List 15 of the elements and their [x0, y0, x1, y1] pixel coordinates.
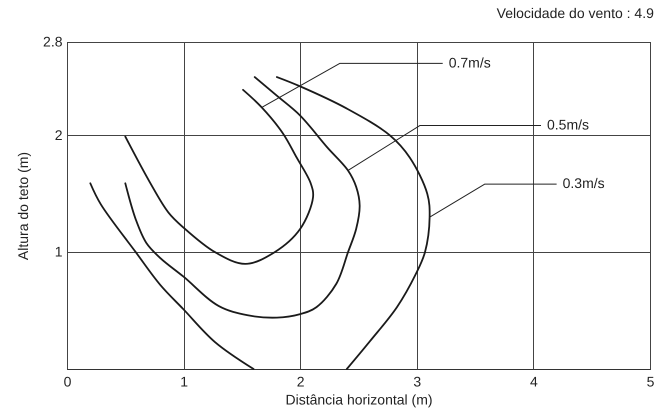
- y-axis-title: Altura do teto (m): [15, 152, 32, 260]
- annotation: 0.3m/s: [562, 175, 605, 192]
- x-tick-label: 1: [180, 374, 188, 390]
- y-tick-label: 1: [54, 244, 63, 260]
- annotation: 0.7m/s: [448, 54, 491, 70]
- x-tick-label: 3: [413, 374, 422, 390]
- y-tick-label: 2.8: [43, 34, 63, 50]
- annotation: 0.5m/s: [547, 116, 590, 132]
- x-tick-label: 2: [296, 374, 305, 390]
- x-tick-label: 0: [64, 374, 72, 390]
- chart-title: Velocidade do vento : 4.9: [496, 5, 654, 21]
- x-axis-title: Distância horizontal (m): [285, 392, 433, 408]
- x-tick-label: 4: [530, 374, 538, 390]
- x-tick-label: 5: [646, 374, 655, 390]
- y-tick-label: 2: [54, 126, 63, 143]
